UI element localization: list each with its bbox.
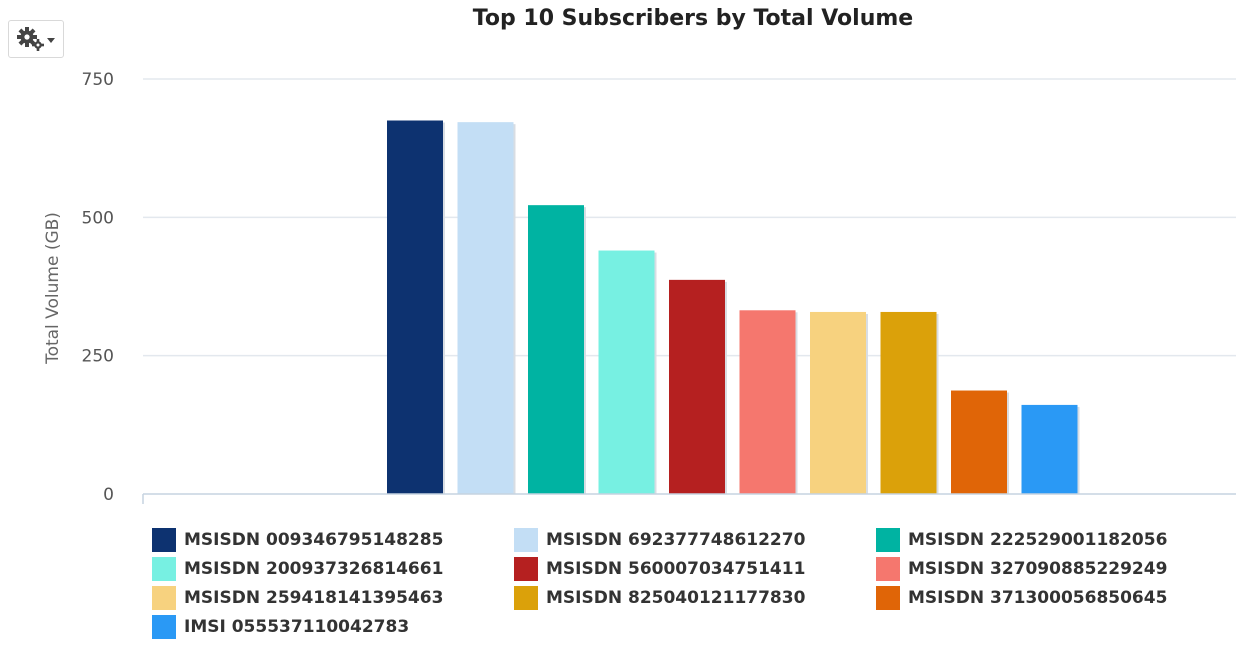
bar[interactable] (810, 311, 866, 494)
legend-swatch (876, 586, 900, 610)
legend-swatch (514, 586, 538, 610)
bar[interactable] (387, 120, 443, 495)
legend-label: MSISDN 371300056850645 (908, 588, 1168, 608)
y-tick-label: 0 (103, 485, 114, 505)
bar[interactable] (739, 310, 796, 494)
legend-label: MSISDN 222529001182056 (908, 530, 1168, 550)
legend-label: IMSI 055537110042783 (184, 617, 410, 637)
legend-item[interactable]: MSISDN 259418141395463 (152, 586, 514, 610)
caret-down-icon (47, 38, 55, 43)
legend-item[interactable]: MSISDN 692377748612270 (514, 528, 876, 552)
y-tick-label: 750 (82, 70, 114, 90)
legend-label: MSISDN 259418141395463 (184, 588, 444, 608)
legend-label: MSISDN 692377748612270 (546, 530, 806, 550)
chart-settings-button[interactable] (8, 20, 64, 58)
legend-swatch (152, 615, 176, 639)
gears-icon (17, 27, 55, 51)
legend-label: MSISDN 200937326814661 (184, 559, 444, 579)
bar[interactable] (457, 122, 514, 494)
y-tick-label: 250 (82, 347, 114, 367)
y-axis-title: Total Volume (GB) (43, 212, 63, 365)
legend-swatch (152, 557, 176, 581)
bar[interactable] (528, 205, 584, 494)
legend-item[interactable]: MSISDN 009346795148285 (152, 528, 514, 552)
legend-swatch (152, 586, 176, 610)
bar[interactable] (951, 390, 1007, 494)
legend-item[interactable]: MSISDN 200937326814661 (152, 557, 514, 581)
legend-label: MSISDN 327090885229249 (908, 559, 1168, 579)
legend-swatch (876, 557, 900, 581)
plot-area: 0 250 500 750 Total Volume (GB) (43, 70, 1236, 505)
legend-swatch (152, 528, 176, 552)
legend-item[interactable]: MSISDN 825040121177830 (514, 586, 876, 610)
legend-item[interactable]: MSISDN 222529001182056 (876, 528, 1236, 552)
y-axis-ticks: 0 250 500 750 (82, 70, 114, 505)
legend-swatch (514, 528, 538, 552)
legend-item[interactable]: MSISDN 327090885229249 (876, 557, 1236, 581)
legend-swatch (876, 528, 900, 552)
y-tick-label: 500 (82, 208, 114, 228)
bar[interactable] (669, 279, 725, 494)
legend-item[interactable]: MSISDN 560007034751411 (514, 557, 876, 581)
legend-label: MSISDN 009346795148285 (184, 530, 444, 550)
legend-item[interactable]: IMSI 055537110042783 (152, 615, 514, 639)
bar[interactable] (1021, 404, 1078, 494)
chart-title: Top 10 Subscribers by Total Volume (472, 6, 914, 31)
bar[interactable] (880, 311, 937, 494)
legend-label: MSISDN 560007034751411 (546, 559, 806, 579)
bars (387, 120, 1080, 495)
legend-label: MSISDN 825040121177830 (546, 588, 806, 608)
legend: MSISDN 009346795148285 MSISDN 69237774861… (152, 528, 1236, 639)
legend-item[interactable]: MSISDN 371300056850645 (876, 586, 1236, 610)
bar[interactable] (598, 250, 655, 494)
legend-swatch (514, 557, 538, 581)
